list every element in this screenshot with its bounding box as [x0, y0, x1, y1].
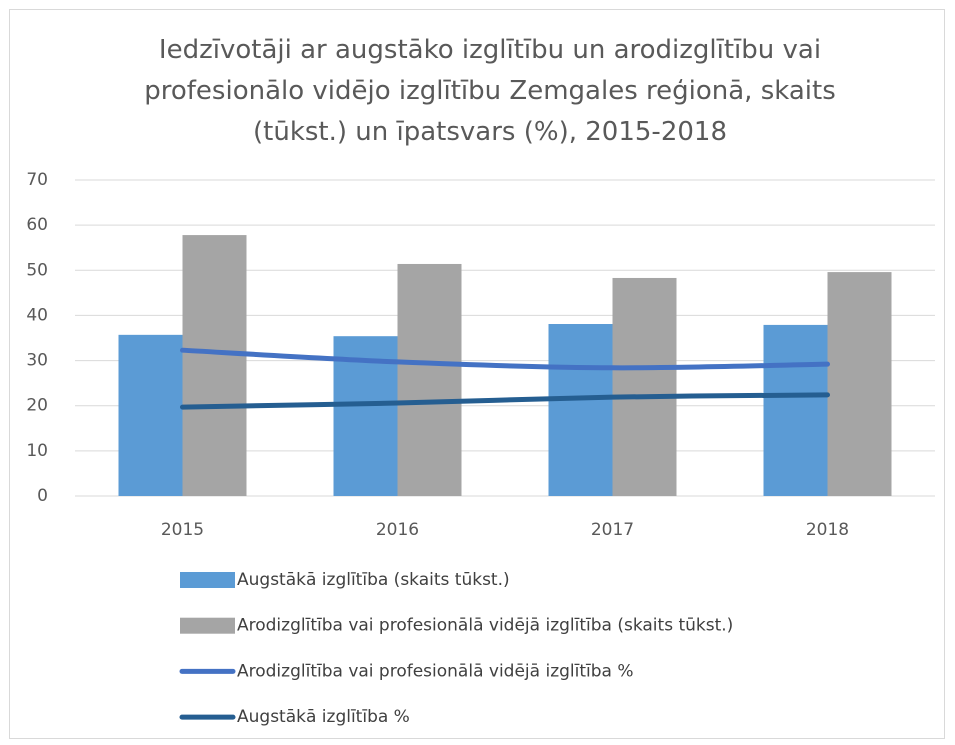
x-tick-label: 2016	[376, 520, 419, 540]
legend-label: Augstākā izglītība (skaits tūkst.)	[237, 570, 510, 590]
y-tick-label: 20	[26, 396, 48, 416]
bar	[827, 272, 892, 496]
legend-label: Augstākā izglītība %	[237, 707, 410, 727]
x-tick-label: 2017	[591, 520, 634, 540]
y-tick-label: 60	[26, 215, 48, 235]
y-tick-label: 40	[26, 305, 48, 325]
x-tick-label: 2015	[161, 520, 204, 540]
legend-label: Arodizglītība vai profesionālā vidējā iz…	[237, 661, 634, 681]
bar	[182, 235, 247, 496]
bar	[118, 334, 183, 496]
y-tick-label: 30	[26, 351, 48, 371]
x-tick-label: 2018	[806, 520, 849, 540]
bar	[612, 277, 677, 496]
y-tick-label: 0	[37, 486, 48, 506]
line	[180, 392, 830, 410]
bar	[763, 324, 828, 496]
legend-swatch	[180, 572, 235, 588]
y-tick-label: 50	[26, 260, 48, 280]
chart-title: Iedzīvotāji ar augstāko izglītību un aro…	[144, 35, 836, 147]
bar	[397, 263, 462, 496]
bar	[548, 324, 613, 496]
line	[180, 347, 830, 371]
chart-frame	[9, 9, 945, 739]
legend-label: Arodizglītība vai profesionālā vidējā iz…	[237, 616, 733, 636]
y-tick-label: 10	[26, 441, 48, 461]
y-tick-label: 70	[26, 170, 48, 190]
legend-swatch	[180, 617, 235, 634]
